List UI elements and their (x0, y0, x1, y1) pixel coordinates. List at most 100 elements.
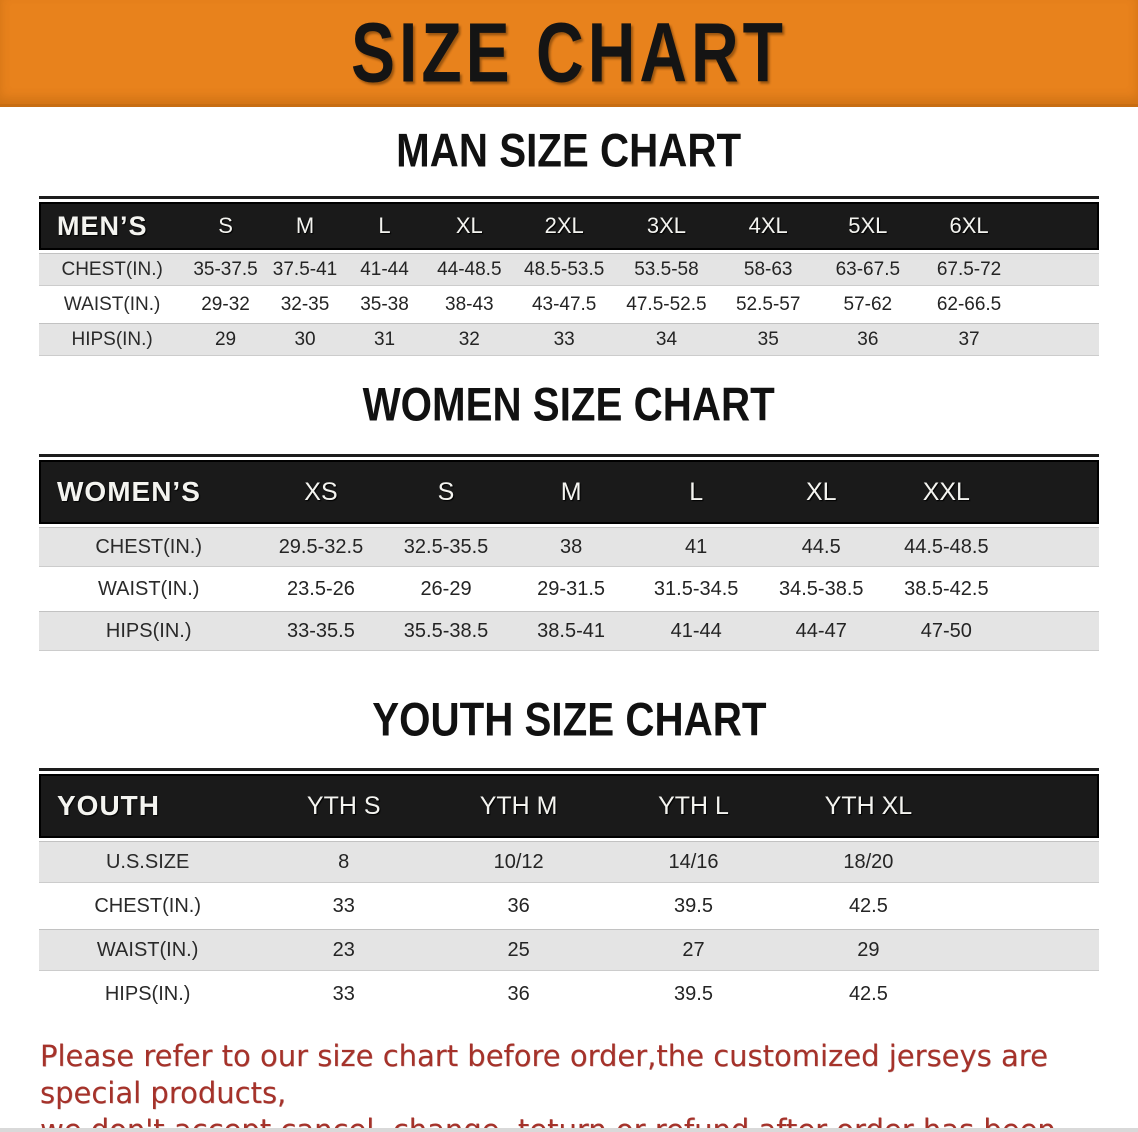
youth-size-value-cell: 36 (431, 886, 607, 926)
youth-row-label: CHEST(IN.) (39, 886, 257, 926)
women-size-value-cell: 44.5 (758, 528, 884, 566)
filler-cell (955, 930, 1099, 970)
men-size-value-cell: 32-35 (265, 289, 345, 320)
women-size-value-cell: 44-47 (758, 612, 884, 650)
women-size-value-cell: 38.5-41 (508, 612, 634, 650)
youth-row-label: HIPS(IN.) (39, 974, 257, 1014)
men-size-value-cell: 32 (424, 324, 514, 355)
filler-cell (1020, 202, 1099, 250)
women-size-chart-title-text: WOMEN SIZE CHART (362, 378, 776, 431)
men-size-column-header: 3XL (614, 202, 719, 250)
youth-size-chart-title-text: YOUTH SIZE CHART (371, 693, 767, 746)
youth-size-column-header: YTH S (256, 774, 432, 838)
men-size-value-cell: 57-62 (818, 289, 918, 320)
men-corner-label: MEN’S (39, 202, 186, 250)
women-size-value-cell: 38 (508, 528, 634, 566)
filler-cell (955, 774, 1099, 838)
youth-size-value-cell: 25 (431, 930, 607, 970)
women-size-value-cell: 47-50 (883, 612, 1009, 650)
youth-size-table-block: YOUTH YTH S YTH M YTH L YTH XL U.S.SIZE 8 10/12… (39, 768, 1099, 1018)
youth-size-column-header: YTH M (431, 774, 607, 838)
youth-size-value-cell: 18/20 (780, 842, 956, 882)
men-size-value-cell: 47.5-52.5 (614, 289, 719, 320)
banner: SIZE CHART (0, 0, 1138, 107)
women-table-row: WAIST(IN.) 23.5-26 26-29 29-31.5 31.5-34.5 34… (39, 570, 1099, 608)
women-size-value-cell: 31.5-34.5 (633, 570, 759, 608)
men-size-value-cell: 48.5-53.5 (513, 254, 615, 285)
men-size-value-cell: 52.5-57 (718, 289, 819, 320)
men-table-row: CHEST(IN.) 35-37.5 37.5-41 41-44 44-48.5 48.5… (39, 254, 1099, 285)
women-table-row: HIPS(IN.) 33-35.5 35.5-38.5 38.5-41 41-44 44-… (39, 612, 1099, 650)
filler-cell (955, 886, 1099, 926)
filler-cell (1008, 570, 1099, 608)
women-size-value-cell: 29.5-32.5 (258, 528, 384, 566)
men-size-value-cell: 63-67.5 (818, 254, 918, 285)
men-table-row: HIPS(IN.) 29 30 31 32 33 34 35 36 37 (39, 324, 1099, 355)
filler-cell (955, 974, 1099, 1014)
women-size-value-cell: 33-35.5 (258, 612, 384, 650)
women-row-label: HIPS(IN.) (39, 612, 259, 650)
men-size-column-header: L (344, 202, 425, 250)
men-table-row: WAIST(IN.) 29-32 32-35 35-38 38-43 43-47.5 47.… (39, 289, 1099, 320)
youth-size-value-cell: 33 (256, 886, 432, 926)
youth-size-value-cell: 39.5 (606, 974, 781, 1014)
men-size-table: MEN’S S M L XL 2XL 3XL 4XL 5XL 6XL CHEST(IN.) 35-37… (39, 198, 1099, 359)
women-size-value-cell: 41-44 (633, 612, 759, 650)
women-size-table: WOMEN’S XS S M L XL XXL CHEST(IN.) 29.5-32.5 32.5… (39, 456, 1099, 654)
women-row-label: WAIST(IN.) (39, 570, 259, 608)
youth-size-value-cell: 10/12 (431, 842, 607, 882)
man-size-chart-title-text: MAN SIZE CHART (396, 124, 742, 177)
men-size-value-cell: 35-38 (344, 289, 425, 320)
men-size-column-header: M (265, 202, 345, 250)
women-size-value-cell: 38.5-42.5 (883, 570, 1009, 608)
women-size-value-cell: 41 (633, 528, 759, 566)
man-size-chart-title: MAN SIZE CHART (0, 107, 1138, 177)
men-size-column-header: 5XL (818, 202, 918, 250)
image-bottom-edge (0, 1128, 1138, 1132)
youth-header-row: YOUTH YTH S YTH M YTH L YTH XL (39, 774, 1099, 838)
women-size-value-cell: 32.5-35.5 (383, 528, 509, 566)
women-size-column-header: XXL (883, 460, 1009, 524)
youth-row-label: U.S.SIZE (39, 842, 257, 882)
women-size-column-header: M (508, 460, 634, 524)
men-size-value-cell: 37.5-41 (265, 254, 345, 285)
men-size-value-cell: 44-48.5 (424, 254, 514, 285)
men-size-value-cell: 33 (513, 324, 615, 355)
women-size-column-header: S (383, 460, 509, 524)
youth-size-column-header: YTH L (606, 774, 781, 838)
men-size-column-header: 4XL (718, 202, 819, 250)
men-size-value-cell: 53.5-58 (614, 254, 719, 285)
men-size-value-cell: 67.5-72 (917, 254, 1021, 285)
filler-cell (1020, 324, 1099, 355)
youth-table-row: HIPS(IN.) 33 36 39.5 42.5 (39, 974, 1099, 1014)
disclaimer-line-1: Please refer to our size chart before or… (40, 1039, 1048, 1110)
men-size-value-cell: 43-47.5 (513, 289, 615, 320)
women-row-label: CHEST(IN.) (39, 528, 259, 566)
youth-size-chart-title: YOUTH SIZE CHART (0, 654, 1138, 746)
women-size-chart-title: WOMEN SIZE CHART (0, 359, 1138, 431)
men-size-value-cell: 37 (917, 324, 1021, 355)
youth-size-value-cell: 33 (256, 974, 432, 1014)
youth-row-label: WAIST(IN.) (39, 930, 257, 970)
women-size-column-header: XS (258, 460, 384, 524)
banner-title: SIZE CHART (351, 4, 787, 100)
filler-cell (1008, 528, 1099, 566)
youth-size-value-cell: 23 (256, 930, 432, 970)
youth-table-row: WAIST(IN.) 23 25 27 29 (39, 930, 1099, 970)
men-size-value-cell: 36 (818, 324, 918, 355)
youth-size-column-header: YTH XL (780, 774, 956, 838)
youth-size-value-cell: 14/16 (606, 842, 781, 882)
men-header-row: MEN’S S M L XL 2XL 3XL 4XL 5XL 6XL (39, 202, 1099, 250)
women-size-value-cell: 44.5-48.5 (883, 528, 1009, 566)
youth-size-value-cell: 42.5 (780, 886, 956, 926)
men-size-column-header: 6XL (917, 202, 1021, 250)
youth-corner-label: YOUTH (39, 774, 257, 838)
women-size-value-cell: 35.5-38.5 (383, 612, 509, 650)
men-size-value-cell: 29 (185, 324, 266, 355)
men-size-value-cell: 35 (718, 324, 819, 355)
men-size-value-cell: 34 (614, 324, 719, 355)
men-size-value-cell: 38-43 (424, 289, 514, 320)
men-size-table-block: MEN’S S M L XL 2XL 3XL 4XL 5XL 6XL CHEST(IN.) 35-37… (39, 196, 1099, 359)
men-row-label: HIPS(IN.) (39, 324, 186, 355)
